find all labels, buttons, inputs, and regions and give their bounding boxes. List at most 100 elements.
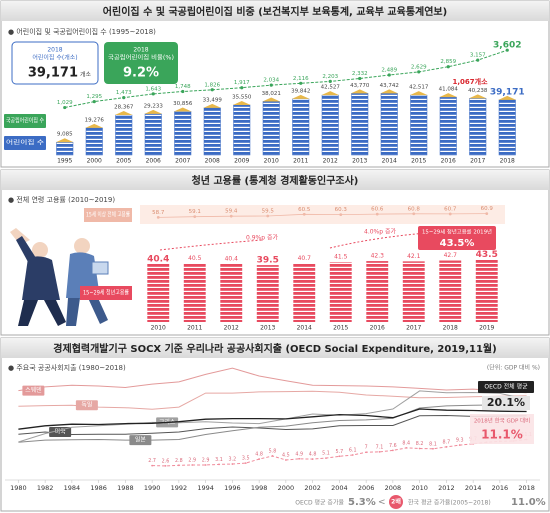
series-label-box	[22, 385, 45, 396]
series-label-box	[129, 435, 152, 446]
legend-label: 어린이집 수	[6, 139, 45, 147]
point-value-label: 2.8	[175, 458, 183, 464]
line-value-label: 1,295	[86, 94, 102, 100]
x-tick-label: 1986	[90, 484, 107, 492]
line-point	[156, 215, 160, 219]
highlight-value: 9.2%	[123, 66, 159, 81]
x-tick-label: 2015	[333, 325, 348, 332]
bar	[203, 107, 221, 156]
line-point	[325, 457, 327, 460]
series-label-box	[49, 427, 72, 437]
bar-value-label: 43.5	[476, 250, 498, 260]
line-value-label: 59.1	[189, 209, 201, 215]
x-tick-label: 2017	[406, 325, 421, 332]
line-point	[339, 213, 343, 217]
line-point	[231, 463, 234, 465]
annotation: 4.0%p 증가	[364, 228, 396, 236]
line-value-label: 58.7	[152, 210, 165, 216]
panel-header	[1, 1, 549, 21]
line-value-label: 2,629	[411, 64, 427, 70]
x-tick-label: 2008	[205, 158, 220, 165]
x-tick-label: 2019	[479, 325, 494, 332]
series-label: 독일	[81, 401, 92, 409]
line-point	[63, 105, 67, 110]
line-point	[375, 212, 379, 216]
point-value-label: 5.1	[322, 451, 330, 457]
highlight-label: 국공립어린이집 비율(%)	[108, 54, 174, 62]
line-point	[151, 92, 155, 96]
line-value-label: 2,116	[293, 76, 309, 82]
bar-value-label: 19,276	[85, 117, 105, 123]
line-point	[351, 454, 354, 456]
callout-box	[418, 226, 496, 250]
bar-value-label: 40.4	[225, 255, 239, 262]
point-value-label: 4.8	[309, 452, 317, 458]
callout-label: OECD 전체 평균	[484, 383, 528, 391]
panel-title: 청년 고용률 (통계청 경제활동인구조사)	[192, 174, 359, 187]
footer-compare: <	[378, 498, 386, 508]
bar-value-label: 40.4	[147, 254, 169, 264]
bar-value-label: 42.1	[407, 253, 421, 260]
line-point	[122, 96, 126, 100]
bar-value-label: 35,550	[232, 94, 252, 100]
line-point	[204, 464, 207, 466]
legend-box	[80, 286, 132, 300]
line-point	[417, 70, 421, 74]
panel-header	[1, 338, 549, 358]
point-value-label: 4.5	[282, 453, 290, 459]
line-point	[258, 458, 261, 460]
line-point	[505, 48, 509, 52]
line-point	[365, 451, 368, 454]
x-tick-label: 2013	[260, 325, 275, 332]
line-point	[92, 100, 96, 104]
bar	[402, 261, 425, 322]
point-value-label: 7.1	[376, 444, 384, 450]
line	[64, 49, 508, 108]
bar	[351, 93, 369, 156]
highlight-year: 2018	[133, 47, 148, 54]
x-tick-label: 1990	[144, 484, 161, 492]
line-point	[446, 65, 450, 69]
point-value-label: 8.4	[402, 440, 410, 446]
line-point	[229, 214, 233, 218]
x-tick-label: 1996	[224, 484, 241, 492]
line-value-label: 3,602	[493, 41, 521, 51]
line-point	[328, 79, 332, 83]
legend-box	[84, 208, 132, 222]
annotation: 0.9%p 증가	[246, 234, 278, 242]
callout-value: 20.1%	[487, 396, 525, 409]
bar-cap	[262, 97, 281, 102]
series-label-box	[75, 400, 98, 411]
point-value-label: 5.7	[336, 449, 344, 455]
line-point	[476, 58, 480, 62]
line-point	[240, 86, 244, 90]
line-point	[299, 81, 303, 85]
bar-cap	[114, 111, 133, 116]
bar-cap	[439, 93, 458, 98]
x-tick-label: 2016	[492, 484, 509, 492]
line-value-label: 60.5	[298, 207, 311, 213]
callout-label: 15~29세 청년고용률 2019년	[422, 229, 492, 236]
point-value-label: 2.9	[202, 457, 210, 463]
unit-label: (단위: GDP 대비 %)	[487, 364, 540, 372]
bar-cap	[232, 100, 251, 105]
bar	[329, 262, 352, 322]
x-tick-label: 2008	[385, 484, 402, 492]
line-point	[284, 459, 287, 461]
bar	[439, 260, 462, 322]
line-value-label: 2,203	[322, 74, 338, 80]
bar-cap	[144, 109, 163, 114]
highlight-box	[11, 41, 99, 85]
line	[18, 408, 527, 430]
line-point	[338, 455, 341, 458]
bar	[256, 265, 279, 322]
x-tick-label: 1995	[57, 158, 72, 165]
bar-value-label: 42.3	[371, 253, 385, 260]
bar-cap	[291, 94, 310, 99]
bar	[293, 263, 316, 322]
line-point	[358, 76, 362, 81]
x-tick-label: 2010	[264, 158, 279, 165]
series-label: 스웨덴	[25, 386, 42, 394]
